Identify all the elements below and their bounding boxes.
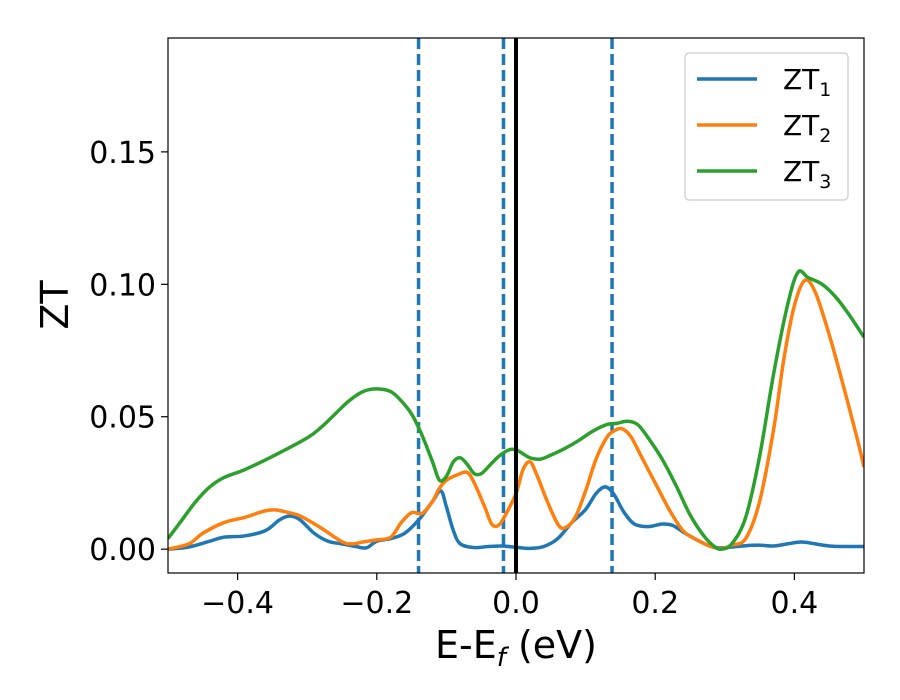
legend: ZT1 ZT2 ZT3 (684, 52, 849, 201)
x-axis-title-unit: (eV) (506, 623, 597, 667)
y-tick-label: 0.00 (89, 533, 156, 568)
x-tick-label: 0.0 (492, 586, 540, 621)
y-axis: 0.00 0.05 0.10 0.15 (89, 136, 168, 568)
legend-box (684, 52, 849, 201)
legend-label-zt1: ZT1 (783, 63, 831, 101)
series-line-zt3 (168, 269, 864, 552)
x-tick-label: −0.4 (201, 586, 274, 621)
series-line-zt2 (168, 278, 864, 551)
legend-label-zt2: ZT2 (783, 109, 831, 147)
x-axis-title: E-Ef (eV) (435, 623, 597, 673)
x-axis-title-base: E-E (435, 623, 497, 667)
legend-label-zt3: ZT3 (783, 155, 831, 193)
y-tick-label: 0.15 (89, 136, 156, 171)
x-tick-label: −0.2 (340, 586, 413, 621)
plot-area (168, 38, 864, 573)
x-axis: −0.4 −0.2 0.0 0.2 0.4 (201, 573, 818, 621)
y-tick-label: 0.05 (89, 401, 156, 436)
y-axis-title: ZT (33, 280, 77, 330)
y-tick-label: 0.10 (89, 268, 156, 303)
x-tick-label: 0.2 (631, 586, 679, 621)
series-line-zt1 (168, 485, 864, 551)
x-tick-label: 0.4 (771, 586, 819, 621)
